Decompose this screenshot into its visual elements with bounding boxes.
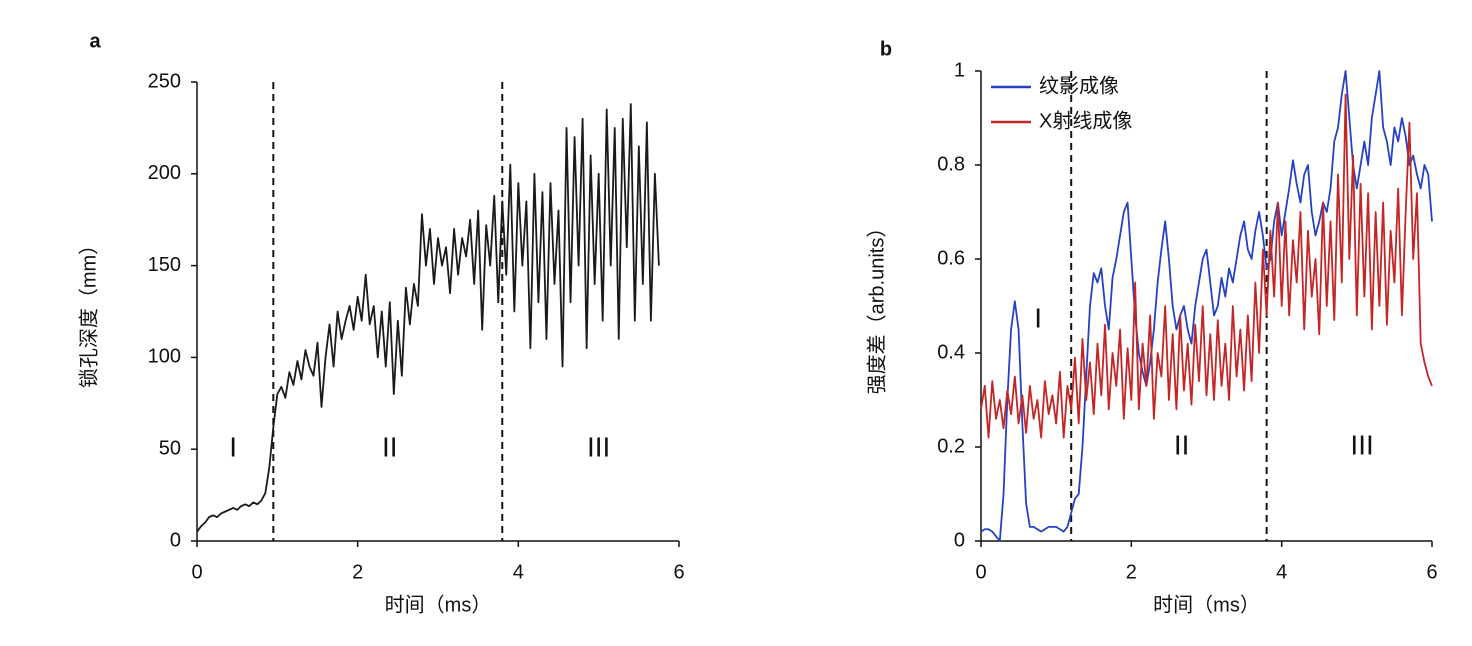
x-axis-label: 时间（ms） — [1153, 593, 1260, 616]
y-tick-label: 0.4 — [937, 341, 965, 363]
x-tick-label: 4 — [513, 561, 524, 583]
legend-label: 纹影成像 — [1039, 74, 1119, 97]
x-tick-label: 2 — [352, 561, 363, 583]
data-line — [980, 70, 1433, 542]
y-tick-label: 1 — [954, 59, 965, 81]
y-tick-label: 200 — [148, 162, 181, 184]
y-tick-label: 100 — [148, 346, 181, 368]
y-tick-label: 50 — [159, 437, 181, 459]
phase-label: I — [229, 432, 237, 463]
panel-label: a — [89, 30, 101, 52]
phase-label: II — [382, 432, 398, 463]
data-line — [980, 93, 1433, 439]
x-tick-label: 0 — [975, 561, 986, 583]
y-tick-label: 0 — [170, 529, 181, 551]
x-tick-label: 0 — [191, 561, 202, 583]
x-tick-label: 6 — [1426, 561, 1437, 583]
x-tick-label: 6 — [673, 561, 684, 583]
y-tick-label: 0.6 — [937, 247, 965, 269]
y-tick-label: 150 — [148, 254, 181, 276]
y-axis-label: 锁孔深度（mm） — [77, 235, 100, 388]
x-tick-label: 4 — [1276, 561, 1287, 583]
phase-label: I — [1034, 302, 1042, 333]
y-tick-label: 0.8 — [937, 153, 965, 175]
legend-label: X射线成像 — [1039, 109, 1132, 132]
phase-label: II — [1174, 429, 1190, 460]
y-tick-label: 0 — [954, 529, 965, 551]
x-axis-label: 时间（ms） — [385, 593, 492, 616]
y-tick-label: 250 — [148, 70, 181, 92]
phase-label: III — [1350, 429, 1373, 460]
y-axis-label: 强度差（arb.units） — [865, 218, 888, 395]
x-tick-label: 2 — [1126, 561, 1137, 583]
phase-label: III — [587, 432, 610, 463]
data-line — [196, 103, 660, 533]
y-tick-label: 0.2 — [937, 435, 965, 457]
panel-label: b — [880, 38, 892, 60]
